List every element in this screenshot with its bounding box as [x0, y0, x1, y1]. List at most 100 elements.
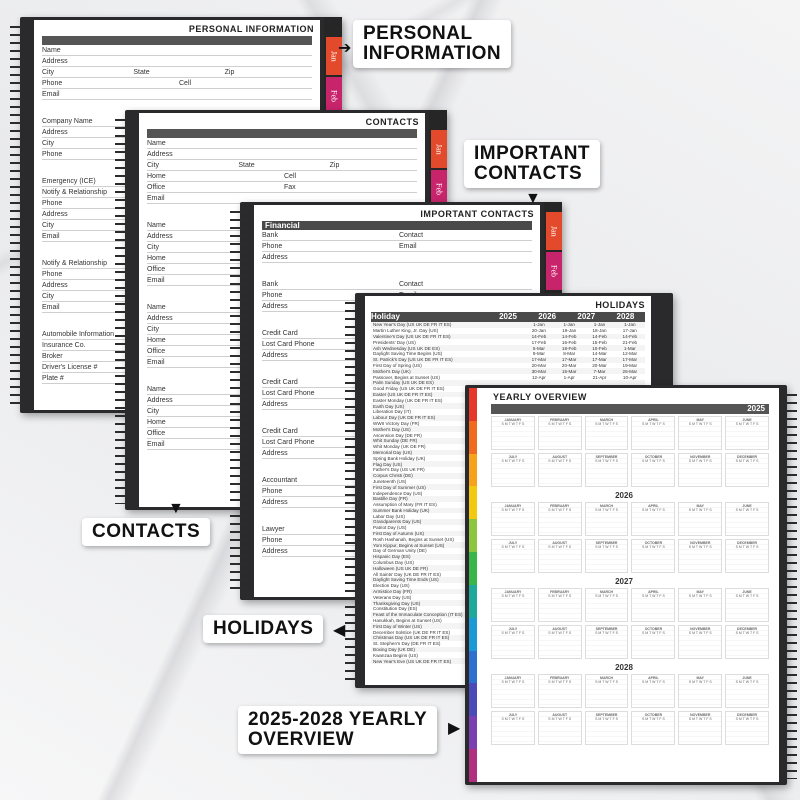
field-label: Home — [147, 419, 166, 426]
callout-line: CONTACTS — [474, 162, 583, 184]
form-field[interactable]: Name — [147, 138, 417, 149]
table-row: Hanukkah, Begins at Sunset (US) — [371, 618, 645, 624]
table-cell: Columbus Day (US) — [373, 560, 414, 566]
weekday-row: S M T W T F S — [735, 545, 759, 549]
year-month-grid: JANUARY S M T W T F S FEBRUARY S M T W T F … — [491, 588, 769, 659]
spiral-binding — [230, 208, 248, 594]
month-name: APRIL — [648, 676, 659, 680]
month-color-tab — [469, 486, 477, 520]
month-name: SEPTEMBER — [595, 713, 618, 717]
month-calendar: SEPTEMBER S M T W T F S — [584, 539, 629, 573]
month-name: NOVEMBER — [690, 713, 711, 717]
field-label: Email — [42, 91, 60, 98]
field-label: Name — [42, 47, 61, 54]
field-label: City — [147, 244, 160, 251]
tab-feb: Feb — [431, 170, 447, 208]
callout-important-contacts: IMPORTANT CONTACTS — [464, 140, 601, 188]
form-field[interactable]: Office Fax — [147, 182, 417, 193]
table-cell: 20-Mar — [531, 362, 547, 368]
form-field[interactable]: Phone Email — [262, 241, 532, 252]
form-field[interactable]: Bank Contact — [262, 279, 532, 290]
weekday-row: S M T W T F S — [501, 545, 525, 549]
month-name: JANUARY — [504, 676, 522, 680]
month-color-tab — [469, 749, 477, 782]
field-label: Plate # — [42, 375, 64, 382]
table-cell: All Saints' Day (UK DE FR IT ES) — [373, 571, 441, 577]
month-calendar: NOVEMBER S M T W T F S — [678, 453, 723, 487]
form-field[interactable]: Address — [262, 252, 532, 263]
month-color-tab — [469, 683, 477, 717]
form-field[interactable]: Address — [147, 149, 417, 160]
callout-line: INFORMATION — [363, 42, 502, 64]
callout-holidays: HOLIDAYS — [203, 615, 324, 643]
table-cell: Presidents' Day (US) — [373, 339, 416, 345]
form-field[interactable]: Address — [42, 56, 312, 67]
arrow-right-icon: ▶ — [448, 720, 461, 737]
callout-line: OVERVIEW — [248, 728, 355, 750]
table-row: Kwanzaa Begins (US) — [371, 652, 645, 658]
form-field[interactable]: City State Zip — [147, 160, 417, 171]
field-label: Name — [147, 386, 166, 393]
year-month-grid: JANUARY S M T W T F S FEBRUARY S M T W T F … — [491, 416, 769, 487]
month-name: OCTOBER — [644, 627, 663, 631]
weekday-row: S M T W T F S — [548, 545, 572, 549]
table-cell: Mother's Day (US) — [371, 426, 524, 433]
month-calendar: AUGUST S M T W T F S — [537, 625, 582, 659]
month-calendar: SEPTEMBER S M T W T F S — [584, 625, 629, 659]
month-name: JUNE — [742, 504, 752, 508]
month-calendar: APRIL S M T W T F S — [631, 674, 676, 708]
table-row: Spring Bank Holiday (UK) — [371, 455, 645, 461]
callout-line: IMPORTANT — [474, 143, 591, 164]
field-label: Notify & Relationship — [42, 189, 107, 196]
month-name: APRIL — [648, 418, 659, 422]
month-calendar: AUGUST S M T W T F S — [537, 539, 582, 573]
month-calendar: DECEMBER S M T W T F S — [725, 625, 769, 659]
form-field[interactable]: Name — [42, 45, 312, 56]
month-name: JULY — [508, 541, 518, 545]
table-row: Ascension Day (DE FR) — [371, 432, 645, 438]
weekday-row: S M T W T F S — [595, 680, 619, 684]
col-2028: 2028 — [616, 312, 635, 321]
field-label: Address — [147, 233, 173, 240]
form-field[interactable]: City State Zip — [42, 67, 312, 78]
table-row: Election Day (US) — [371, 583, 645, 589]
table-row: Mother's Day (UK) 30-Mar 15-Mar 7-Mar 26-Mar — [371, 368, 645, 375]
month-name: JULY — [508, 713, 518, 717]
field-label: State — [133, 69, 150, 76]
table-row: Veterans Day (US) — [371, 594, 645, 600]
month-name: APRIL — [648, 504, 659, 508]
table-cell: Passover, Begins at Sunset (US) — [373, 374, 440, 380]
weekday-row: S M T W T F S — [688, 631, 712, 635]
table-row: Palm Sunday (US UK DE ES) — [371, 379, 645, 386]
table-cell: 17-Mar — [614, 356, 645, 363]
field-label: Address — [147, 315, 173, 322]
form-field[interactable]: Email — [42, 89, 312, 100]
table-cell: Christmas Day (US UK DE FR IT ES) — [371, 635, 524, 641]
table-row: Constitution Day (ES) — [371, 606, 645, 612]
table-row: First Day of Spring (US) 20-Mar 20-Mar 20-M… — [371, 363, 645, 369]
month-calendar: APRIL S M T W T F S — [631, 502, 676, 536]
month-calendar: APRIL S M T W T F S — [631, 416, 676, 450]
weekday-row: S M T W T F S — [595, 459, 619, 463]
month-calendar: MARCH S M T W T F S — [584, 502, 629, 536]
field-label: Credit Card — [262, 428, 298, 435]
table-cell: 16-Feb — [561, 339, 577, 345]
table-cell: Ash Wednesday (US UK DE ES) — [371, 345, 524, 351]
month-name: OCTOBER — [644, 541, 663, 545]
weekday-row: S M T W T F S — [688, 680, 712, 684]
month-calendar: JANUARY S M T W T F S — [491, 502, 535, 536]
form-field[interactable]: Home Cell — [147, 171, 417, 182]
form-field[interactable]: Phone Cell — [42, 78, 312, 89]
table-cell: Hanukkah, Begins at Sunset (US) — [373, 618, 442, 624]
table-cell: Yom Kippur, Begins at Sunset (US) — [371, 542, 524, 549]
month-calendar: FEBRUARY S M T W T F S — [537, 502, 582, 536]
table-cell: Kwanzaa Begins (US) — [373, 652, 418, 658]
table-cell: First Day of Summer (US) — [371, 484, 524, 491]
field-label: Fax — [284, 184, 296, 191]
field-label: Email — [42, 233, 60, 240]
form-field[interactable]: Bank Contact — [262, 230, 532, 241]
month-color-tab — [469, 716, 477, 750]
month-name: FEBRUARY — [550, 418, 570, 422]
header-bar — [147, 129, 417, 138]
field-label: Address — [42, 129, 68, 136]
